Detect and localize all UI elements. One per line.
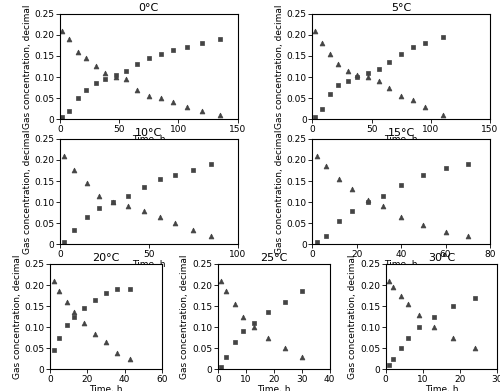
Title: 10°C: 10°C <box>135 128 162 138</box>
Title: 15°C: 15°C <box>388 128 415 138</box>
Y-axis label: Gas concentration, decimal: Gas concentration, decimal <box>22 4 32 129</box>
Y-axis label: Gas concentration, decimal: Gas concentration, decimal <box>12 255 22 379</box>
Title: 30°C: 30°C <box>428 253 455 263</box>
Y-axis label: Gas concentration, decimal: Gas concentration, decimal <box>275 4 284 129</box>
X-axis label: Time, h: Time, h <box>132 260 166 269</box>
Title: 0°C: 0°C <box>138 3 159 13</box>
Y-axis label: Gas concentration, decimal: Gas concentration, decimal <box>348 255 357 379</box>
Title: 5°C: 5°C <box>391 3 411 13</box>
X-axis label: Time, h: Time, h <box>89 386 122 391</box>
Y-axis label: Gas concentration, decimal: Gas concentration, decimal <box>22 129 32 254</box>
X-axis label: Time, h: Time, h <box>384 135 418 144</box>
X-axis label: Time, h: Time, h <box>132 135 166 144</box>
Title: 25°C: 25°C <box>260 253 287 263</box>
Y-axis label: Gas concentration, decimal: Gas concentration, decimal <box>275 129 284 254</box>
X-axis label: Time, h: Time, h <box>425 386 458 391</box>
X-axis label: Time, h: Time, h <box>384 260 418 269</box>
X-axis label: Time, h: Time, h <box>257 386 290 391</box>
Title: 20°C: 20°C <box>92 253 120 263</box>
Y-axis label: Gas concentration, decimal: Gas concentration, decimal <box>180 255 190 379</box>
